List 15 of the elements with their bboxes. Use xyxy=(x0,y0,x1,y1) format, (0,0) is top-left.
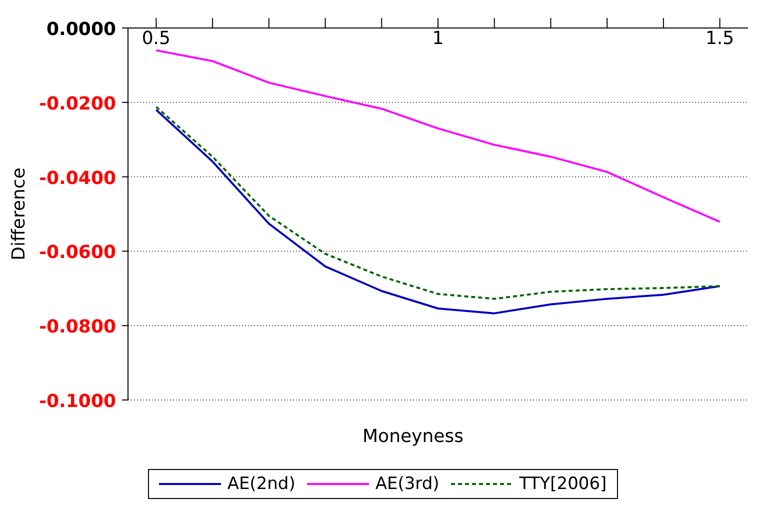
x-tick-label: 1.5 xyxy=(706,28,734,49)
y-tick-label: -0.0200 xyxy=(39,93,116,114)
line-series xyxy=(155,49,721,223)
y-tick-label: -0.0400 xyxy=(39,168,116,189)
y-tick-label: -0.0800 xyxy=(39,316,116,338)
x-tick-label: 1 xyxy=(432,28,444,49)
legend-label: AE(2nd) xyxy=(227,474,296,494)
y-tick-label: 0.0000 xyxy=(46,19,116,40)
x-axis-title: Moneyness xyxy=(362,426,464,447)
legend-label: TTY[2006] xyxy=(519,474,607,494)
y-tick-label: -0.0600 xyxy=(39,242,116,264)
x-tick-label: 0.5 xyxy=(142,28,170,49)
legend-label: AE(3rd) xyxy=(375,474,440,494)
y-axis-title: Difference xyxy=(8,168,30,260)
y-tick-label: -0.1000 xyxy=(39,391,116,412)
